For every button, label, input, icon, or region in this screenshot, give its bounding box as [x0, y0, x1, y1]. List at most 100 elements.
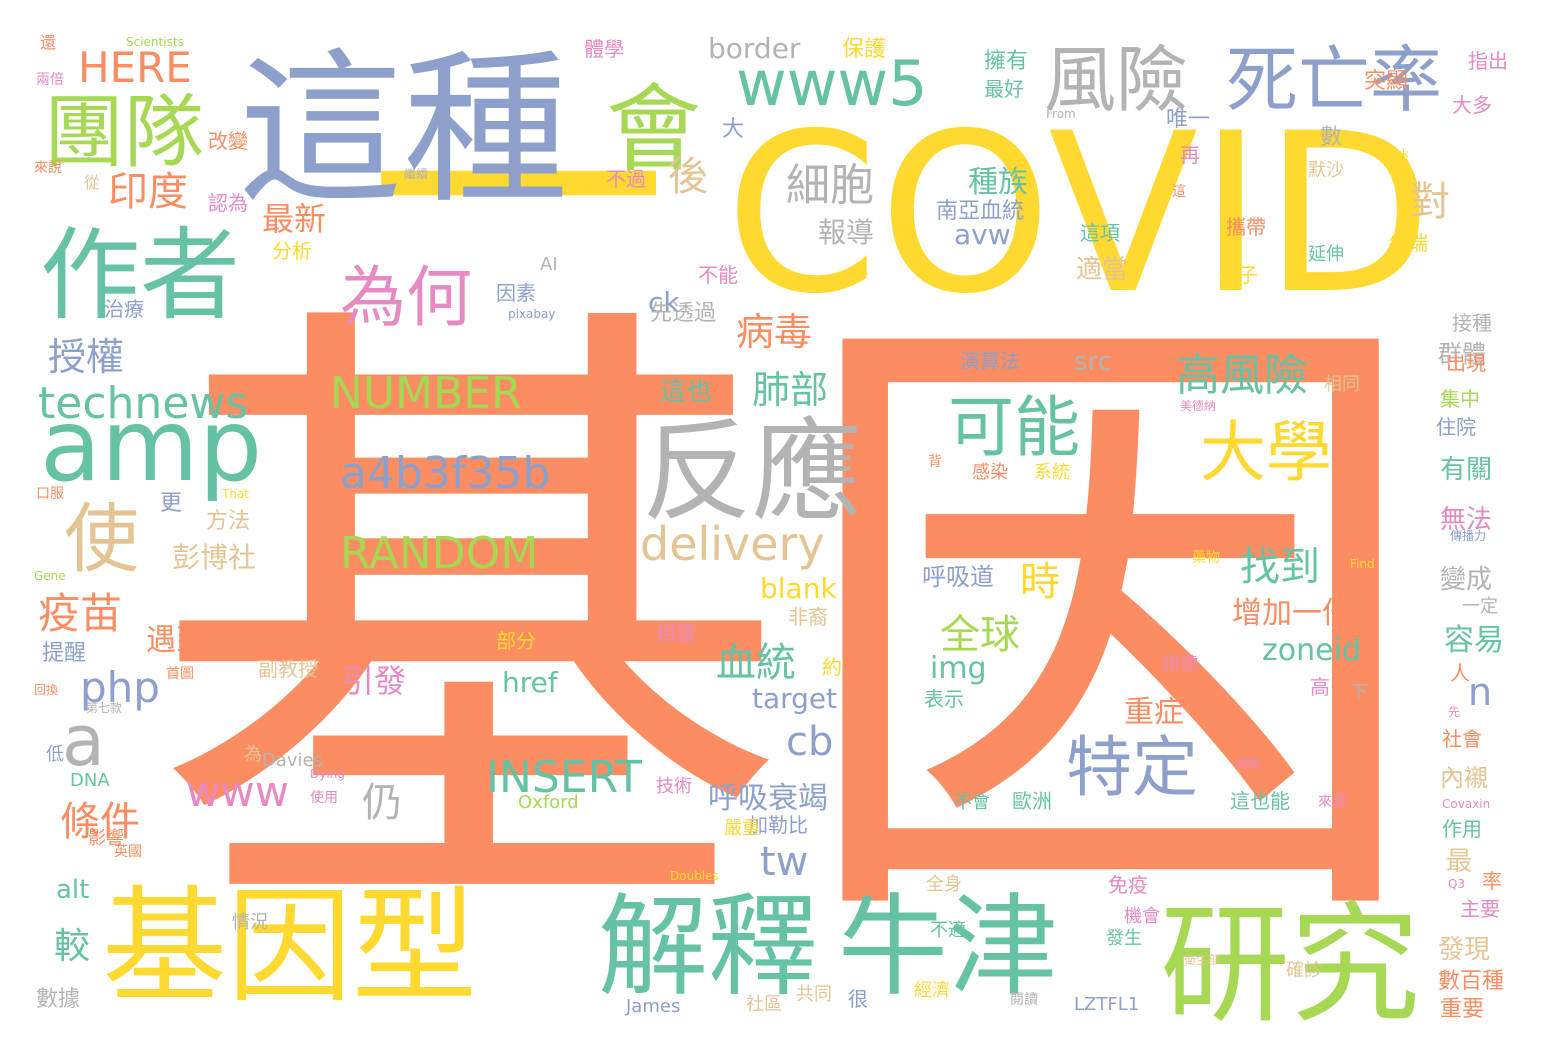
word-item-72: 南亞血統	[936, 199, 1024, 224]
word-item-61: 重症	[1124, 695, 1184, 730]
word-item-190: 傳播力	[1450, 529, 1486, 543]
word-covaxin: Covaxin	[1442, 797, 1490, 811]
word-item-28: 細胞	[786, 160, 874, 211]
word-item-29: 高風險	[1176, 350, 1308, 401]
word-item-36: 肺部	[752, 368, 828, 412]
word-item-149: 嚴重	[724, 818, 760, 839]
word-item-84: 數據	[36, 987, 80, 1012]
word-item-114: 這項	[1080, 221, 1120, 245]
word-item-153: 低	[46, 744, 64, 765]
word-www: www	[186, 767, 289, 816]
word-item-127: 作用	[1442, 817, 1482, 841]
word-ck: ck	[648, 286, 680, 319]
word-item-62: 容易	[1444, 623, 1504, 658]
word-item-137: 訊號	[1162, 654, 1198, 675]
word-item-38: 時	[1020, 559, 1060, 605]
word-item-49: 最新	[262, 200, 326, 238]
word-item-73: 這也	[660, 377, 712, 407]
word-item-107: 非裔	[788, 605, 828, 629]
word-item-115: 再	[1180, 143, 1200, 167]
word-item-98: 分析	[272, 239, 312, 263]
word-item-122: 住院	[1436, 415, 1476, 439]
word-item-104: 提醒	[42, 641, 86, 666]
word-item-75: 群體	[1438, 340, 1486, 368]
word-item-180: 英國	[114, 843, 142, 860]
word-item-152: 情況	[232, 912, 268, 933]
word-item-148: 加勒比	[748, 813, 808, 837]
word-item-187: 先	[1448, 705, 1460, 719]
word-item-37: 找到	[1240, 544, 1320, 590]
word-item-32: 後	[668, 154, 708, 200]
word-item-100: 治療	[104, 297, 144, 321]
word-item-96: 改變	[208, 129, 248, 153]
word-insert: INSERT	[486, 752, 642, 803]
word-item-150: 技術	[656, 776, 692, 797]
word-item-93: 數	[1320, 125, 1342, 150]
word-item-106: 部分	[496, 629, 536, 653]
word-item-39: 全球	[940, 612, 1020, 658]
word-item-181: 首圖	[166, 666, 194, 682]
word-item-184: 閱讀	[1010, 992, 1038, 1008]
word-risk: Risk	[1384, 147, 1409, 161]
word-item-90: 體學	[584, 37, 624, 61]
word-item-102: 更	[160, 491, 182, 516]
word-item-74: 先透過	[650, 301, 716, 326]
word-item-139: 免疫	[1108, 873, 1148, 897]
word-item-71: 呼吸道	[922, 563, 994, 591]
word-blank: blank	[760, 572, 837, 605]
word-item-109: 相當	[656, 621, 696, 645]
word-item-45: 仍	[362, 780, 402, 826]
word-dna: DNA	[70, 770, 110, 791]
word-item-20: 使	[64, 495, 139, 583]
word-item-119: 出現	[1446, 351, 1486, 375]
word-from: From	[1046, 107, 1076, 121]
word-item-188: 這	[1172, 184, 1186, 200]
word-www5: www5	[736, 47, 928, 120]
word-item-5: 解釋	[598, 883, 818, 1011]
word-php: php	[80, 663, 160, 712]
word-item-144: 經濟	[914, 980, 950, 1001]
word-item-192: 美德納	[1180, 398, 1216, 413]
word-item-128: 率	[1482, 869, 1502, 893]
word-item-12: 風險	[1044, 38, 1188, 122]
word-item-4: 基因型	[102, 875, 477, 1020]
word-item-101: 不能	[698, 263, 738, 287]
word-item-120: 相同	[1324, 374, 1360, 395]
word-item-81: 數百種	[1438, 969, 1504, 994]
word-item-185: 第七款	[86, 701, 122, 715]
word-item-141: 發生	[1106, 928, 1142, 949]
word-item-140: 機會	[1124, 906, 1160, 927]
word-tw: tw	[760, 839, 808, 885]
word-item-94: 大	[722, 117, 744, 142]
word-target: target	[752, 682, 837, 715]
word-item-110: 表示	[924, 687, 964, 711]
word-find: Find	[1350, 557, 1375, 571]
word-item-7: 研究	[1160, 889, 1420, 1041]
word-item-133: 系統	[1034, 462, 1070, 483]
word-item-50: 種族	[968, 165, 1028, 200]
word-item-138: 高	[1310, 675, 1330, 699]
word-item-147: 社區	[746, 994, 782, 1015]
word-item-183: 時間	[1236, 757, 1260, 771]
word-item-129: 主要	[1460, 897, 1500, 921]
word-item-3: 這種	[238, 34, 568, 226]
word-item-130: 確診	[1286, 960, 1322, 981]
word-here: HERE	[78, 43, 192, 92]
word-item-111: 攜帶	[1226, 215, 1266, 239]
word-item-117: 默沙	[1308, 160, 1344, 181]
word-item-13: 死亡率	[1226, 38, 1442, 122]
word-item-33: 對	[1410, 179, 1450, 225]
word-item-193: 繼續	[404, 166, 428, 181]
word-item-118: 接種	[1452, 311, 1492, 335]
word-item-116: 延伸	[1308, 244, 1344, 265]
word-item-41: 疫苗	[38, 589, 122, 638]
word-item-15: 團隊	[44, 86, 204, 179]
word-that: That	[221, 487, 249, 501]
word-item-175: 從	[84, 173, 100, 192]
word-item-103: 方法	[206, 509, 250, 534]
word-item-174: 兩倍	[36, 72, 64, 88]
word-item-53: 較	[54, 926, 90, 967]
word-item-40: 血統	[716, 640, 796, 686]
word-item-154: 為	[244, 744, 262, 765]
